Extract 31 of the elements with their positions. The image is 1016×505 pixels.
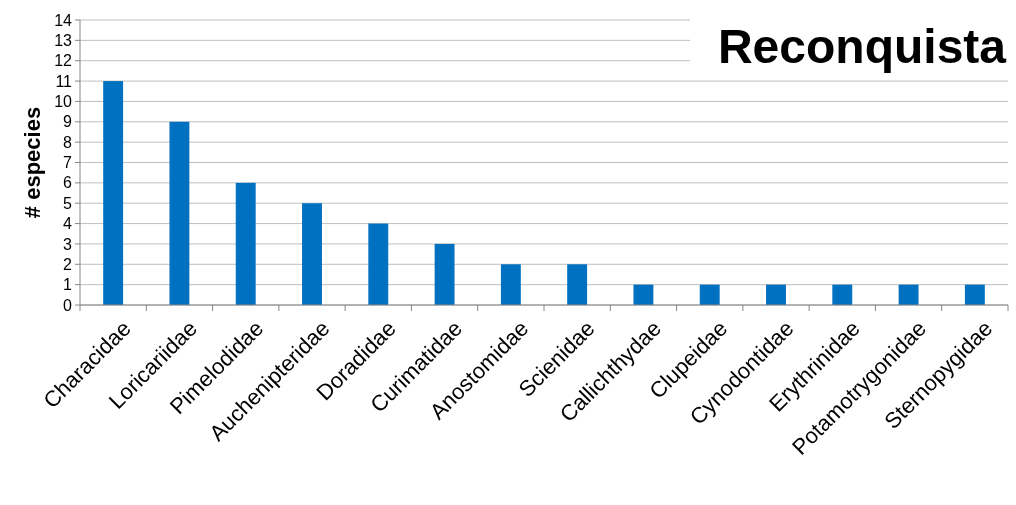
y-tick-label: 8 bbox=[63, 133, 73, 151]
bar bbox=[103, 81, 124, 305]
bar bbox=[169, 121, 190, 305]
bar bbox=[832, 284, 853, 305]
bar bbox=[766, 284, 786, 305]
y-axis-title: # especies bbox=[20, 106, 45, 219]
y-tick-label: 0 bbox=[63, 296, 73, 314]
y-tick-label: 4 bbox=[63, 215, 73, 233]
bar bbox=[500, 264, 521, 305]
bar bbox=[964, 284, 985, 305]
y-tick-label: 13 bbox=[54, 31, 73, 49]
bar bbox=[434, 243, 455, 305]
bar bbox=[302, 203, 322, 305]
bar bbox=[368, 223, 389, 305]
bar bbox=[633, 284, 654, 305]
bar bbox=[235, 182, 256, 305]
y-tick-label: 6 bbox=[63, 174, 73, 192]
y-tick-label: 2 bbox=[63, 255, 73, 273]
y-tick-label: 5 bbox=[63, 194, 73, 212]
y-tick-label: 9 bbox=[63, 113, 73, 131]
bar bbox=[567, 264, 588, 305]
y-tick-label: 10 bbox=[54, 93, 73, 111]
y-tick-label: 3 bbox=[63, 235, 73, 253]
y-tick-label: 11 bbox=[55, 72, 73, 90]
y-tick-label: 14 bbox=[54, 11, 73, 29]
chart-title: Reconquista bbox=[717, 20, 1007, 73]
bar bbox=[898, 284, 919, 305]
bar bbox=[699, 284, 720, 305]
y-tick-label: 12 bbox=[54, 52, 73, 70]
y-tick-label: 7 bbox=[63, 154, 73, 172]
y-tick-label: 1 bbox=[63, 276, 73, 294]
